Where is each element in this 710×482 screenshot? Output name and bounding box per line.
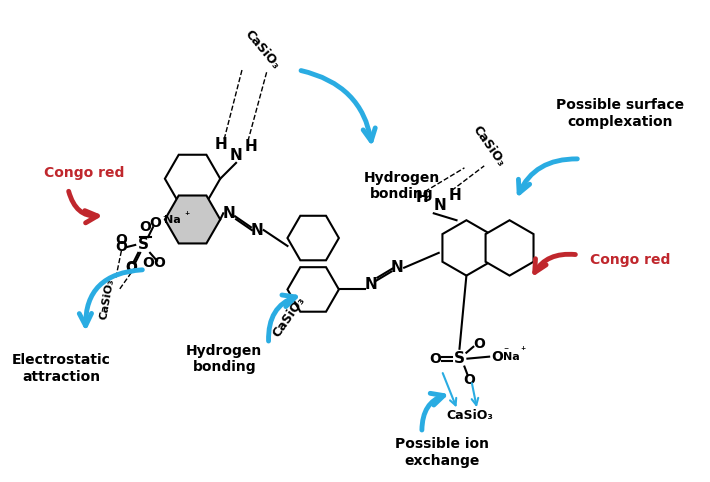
Text: Congo red: Congo red	[590, 253, 670, 267]
Polygon shape	[486, 220, 533, 276]
Text: O: O	[474, 337, 485, 351]
Polygon shape	[165, 196, 220, 243]
Text: O: O	[153, 256, 165, 270]
Text: O: O	[116, 240, 127, 254]
Text: ⁺: ⁺	[184, 211, 190, 221]
Text: Na: Na	[503, 352, 519, 362]
Text: O: O	[142, 256, 154, 270]
Text: O: O	[126, 260, 137, 274]
Text: O: O	[464, 374, 475, 388]
Text: Possible ion
exchange: Possible ion exchange	[395, 438, 488, 468]
Text: O: O	[116, 233, 127, 247]
Text: N: N	[364, 277, 377, 292]
Polygon shape	[288, 267, 339, 312]
Text: CaSiO₃: CaSiO₃	[99, 278, 116, 321]
Text: CaSiO₃: CaSiO₃	[446, 410, 493, 423]
Text: O: O	[491, 349, 503, 363]
Text: N: N	[229, 148, 242, 163]
Text: N: N	[391, 260, 403, 275]
Polygon shape	[165, 155, 220, 203]
Text: H: H	[415, 190, 428, 205]
Text: O: O	[126, 261, 137, 275]
Text: N: N	[433, 198, 446, 213]
Text: O: O	[149, 216, 161, 230]
Text: O: O	[429, 352, 441, 366]
Text: CaSiO₃: CaSiO₃	[241, 28, 282, 72]
Text: Hydrogen
bonding: Hydrogen bonding	[186, 344, 262, 374]
Text: S: S	[454, 351, 465, 366]
Text: N: N	[223, 206, 236, 221]
Text: Hydrogen
bonding: Hydrogen bonding	[364, 171, 440, 201]
Text: H: H	[215, 136, 228, 152]
Text: H: H	[448, 188, 461, 203]
Text: O: O	[139, 220, 151, 234]
Text: ⁻: ⁻	[163, 214, 168, 224]
Text: N: N	[251, 223, 263, 238]
Text: Congo red: Congo red	[44, 166, 125, 180]
Text: ⁻: ⁻	[503, 346, 508, 356]
Text: CaSiO₃: CaSiO₃	[470, 123, 508, 169]
Text: ⁺: ⁺	[520, 346, 525, 356]
Text: Electrostatic
attraction: Electrostatic attraction	[11, 353, 111, 384]
Text: Possible surface
complexation: Possible surface complexation	[555, 98, 684, 129]
Text: S: S	[138, 238, 148, 253]
Text: H: H	[244, 139, 257, 154]
Text: Na: Na	[165, 215, 181, 225]
Polygon shape	[442, 220, 491, 276]
Text: CaSiO₃: CaSiO₃	[270, 294, 307, 340]
Polygon shape	[288, 216, 339, 260]
